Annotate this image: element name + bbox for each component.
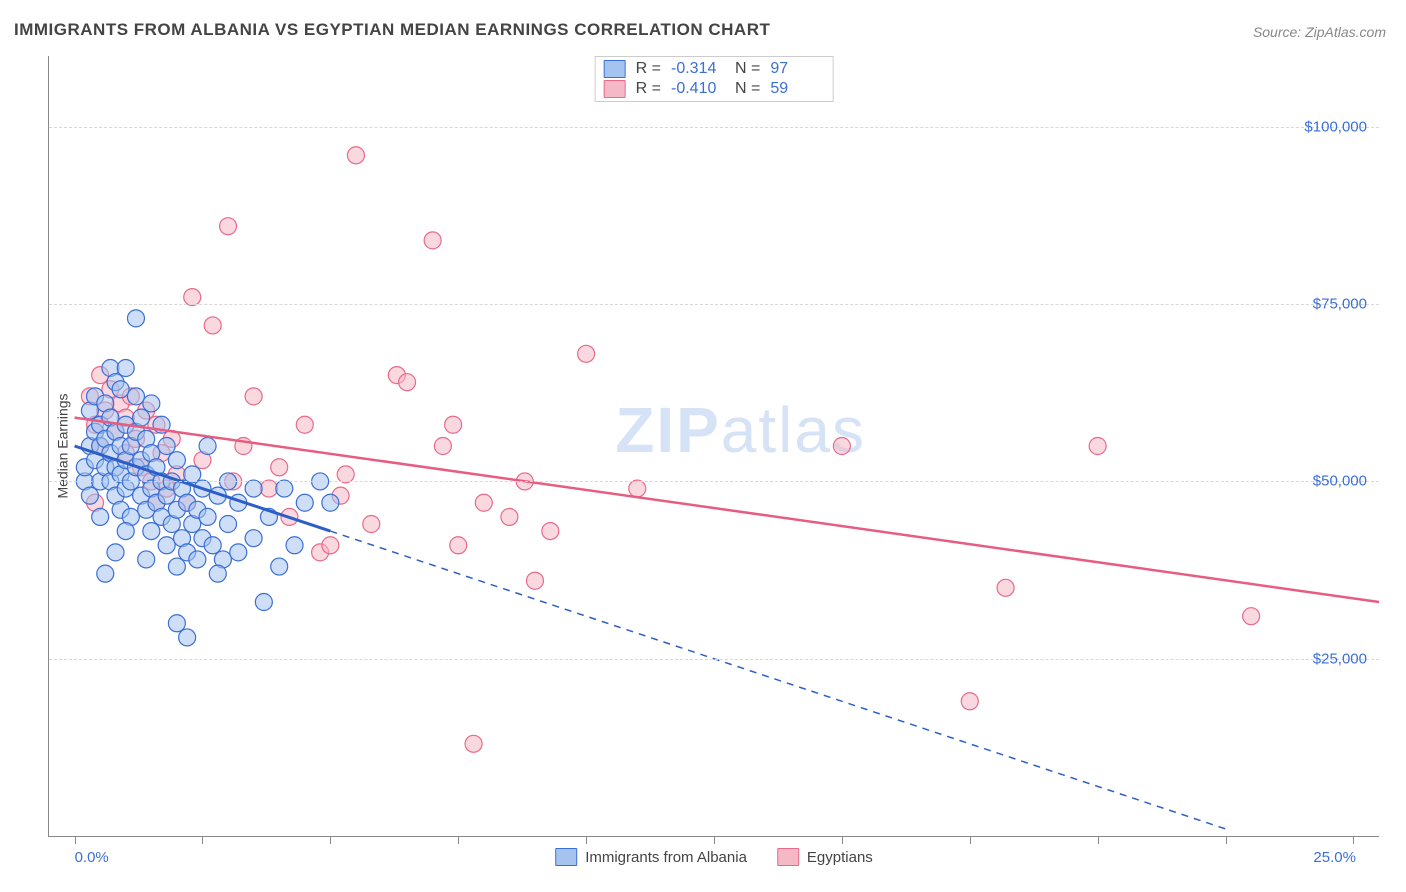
chart-svg — [49, 56, 1379, 836]
trendline-albania-dashed — [330, 531, 1225, 829]
scatter-point-albania — [245, 480, 262, 497]
gridline-h — [49, 659, 1379, 660]
x-tick — [1226, 836, 1227, 844]
scatter-point-egyptians — [450, 537, 467, 554]
x-tick — [330, 836, 331, 844]
scatter-point-albania — [199, 508, 216, 525]
x-tick — [202, 836, 203, 844]
swatch-albania — [555, 848, 577, 866]
scatter-point-albania — [168, 558, 185, 575]
scatter-point-albania — [255, 594, 272, 611]
scatter-point-egyptians — [997, 579, 1014, 596]
scatter-point-egyptians — [1243, 608, 1260, 625]
scatter-point-egyptians — [204, 317, 221, 334]
scatter-point-albania — [158, 438, 175, 455]
scatter-point-albania — [138, 551, 155, 568]
x-tick — [75, 836, 76, 844]
scatter-point-egyptians — [629, 480, 646, 497]
scatter-point-albania — [117, 523, 134, 540]
source-attribution: Source: ZipAtlas.com — [1253, 24, 1386, 40]
scatter-point-albania — [143, 523, 160, 540]
scatter-point-albania — [107, 544, 124, 561]
scatter-point-egyptians — [542, 523, 559, 540]
scatter-point-egyptians — [220, 218, 237, 235]
y-tick-label: $100,000 — [1304, 118, 1367, 135]
scatter-point-albania — [189, 551, 206, 568]
x-tick — [714, 836, 715, 844]
scatter-point-egyptians — [271, 459, 288, 476]
scatter-point-egyptians — [434, 438, 451, 455]
scatter-point-albania — [127, 388, 144, 405]
x-tick — [458, 836, 459, 844]
scatter-point-albania — [184, 466, 201, 483]
scatter-point-albania — [168, 452, 185, 469]
scatter-point-albania — [220, 516, 237, 533]
scatter-point-egyptians — [578, 345, 595, 362]
scatter-point-egyptians — [363, 516, 380, 533]
scatter-point-egyptians — [337, 466, 354, 483]
scatter-point-albania — [271, 558, 288, 575]
scatter-point-albania — [143, 395, 160, 412]
scatter-point-albania — [245, 530, 262, 547]
chart-title: IMMIGRANTS FROM ALBANIA VS EGYPTIAN MEDI… — [14, 20, 770, 40]
legend-item-albania: Immigrants from Albania — [555, 848, 747, 866]
scatter-point-egyptians — [260, 480, 277, 497]
scatter-point-egyptians — [322, 537, 339, 554]
scatter-point-egyptians — [245, 388, 262, 405]
scatter-point-albania — [209, 565, 226, 582]
scatter-point-egyptians — [445, 416, 462, 433]
scatter-point-albania — [199, 438, 216, 455]
x-tick-label: 0.0% — [75, 849, 109, 866]
scatter-point-egyptians — [184, 289, 201, 306]
scatter-point-albania — [81, 487, 98, 504]
legend-label-albania: Immigrants from Albania — [585, 849, 747, 866]
x-tick — [842, 836, 843, 844]
scatter-point-albania — [168, 615, 185, 632]
scatter-point-egyptians — [526, 572, 543, 589]
gridline-h — [49, 481, 1379, 482]
scatter-point-egyptians — [833, 438, 850, 455]
source-prefix: Source: — [1253, 24, 1305, 40]
chart-container: IMMIGRANTS FROM ALBANIA VS EGYPTIAN MEDI… — [0, 0, 1406, 892]
legend-item-egyptians: Egyptians — [777, 848, 873, 866]
scatter-point-egyptians — [465, 735, 482, 752]
swatch-egyptians — [777, 848, 799, 866]
scatter-point-albania — [112, 381, 129, 398]
scatter-point-egyptians — [399, 374, 416, 391]
scatter-point-albania — [117, 360, 134, 377]
y-tick-label: $75,000 — [1313, 296, 1367, 313]
scatter-point-albania — [133, 409, 150, 426]
legend-label-egyptians: Egyptians — [807, 849, 873, 866]
scatter-point-albania — [286, 537, 303, 554]
plot-area: ZIPatlas R = -0.314 N = 97 R = -0.410 N … — [48, 56, 1379, 837]
scatter-point-egyptians — [296, 416, 313, 433]
scatter-point-albania — [127, 310, 144, 327]
y-tick-label: $50,000 — [1313, 473, 1367, 490]
x-tick — [1353, 836, 1354, 844]
x-tick — [1098, 836, 1099, 844]
scatter-point-egyptians — [961, 693, 978, 710]
scatter-point-albania — [322, 494, 339, 511]
gridline-h — [49, 304, 1379, 305]
scatter-point-egyptians — [475, 494, 492, 511]
source-name: ZipAtlas.com — [1305, 24, 1386, 40]
gridline-h — [49, 127, 1379, 128]
scatter-point-albania — [92, 508, 109, 525]
x-tick — [586, 836, 587, 844]
scatter-point-albania — [204, 537, 221, 554]
scatter-point-albania — [179, 629, 196, 646]
scatter-point-egyptians — [1089, 438, 1106, 455]
scatter-point-albania — [276, 480, 293, 497]
x-tick — [970, 836, 971, 844]
scatter-point-egyptians — [347, 147, 364, 164]
x-tick-label: 25.0% — [1313, 849, 1356, 866]
y-tick-label: $25,000 — [1313, 650, 1367, 667]
scatter-point-albania — [158, 537, 175, 554]
scatter-point-albania — [97, 565, 114, 582]
scatter-point-albania — [230, 544, 247, 561]
series-legend: Immigrants from Albania Egyptians — [555, 848, 873, 866]
scatter-point-egyptians — [501, 508, 518, 525]
scatter-point-albania — [296, 494, 313, 511]
scatter-point-egyptians — [424, 232, 441, 249]
